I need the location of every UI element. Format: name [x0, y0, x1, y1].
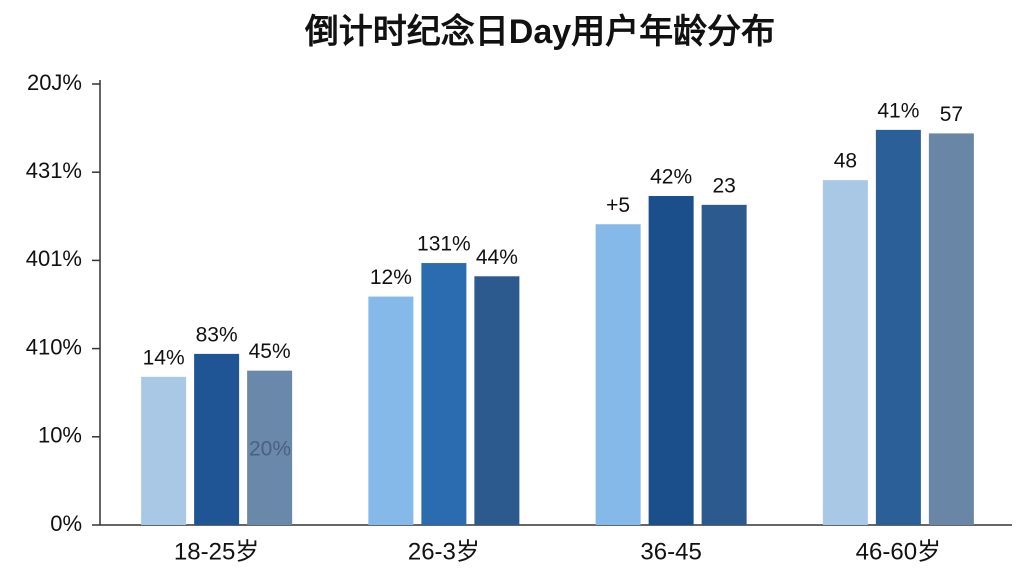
value-label: 48 [834, 150, 857, 173]
value-label: 41% [877, 99, 919, 122]
value-label: 12% [370, 266, 412, 289]
bar [875, 129, 921, 525]
value-label: 131% [417, 233, 471, 256]
bar [421, 263, 467, 525]
y-tick-label: 401% [26, 246, 82, 271]
value-label: 14% [143, 346, 185, 369]
y-tick-label: 20J% [27, 70, 82, 95]
chart-title: 倒计时纪念日Day用户年龄分布 [304, 12, 775, 51]
y-tick-label: 0% [50, 511, 82, 536]
bar [822, 180, 868, 525]
bar [595, 224, 641, 525]
x-tick-label: 18-25岁 [174, 538, 259, 565]
bar [247, 370, 293, 525]
bar [368, 296, 414, 525]
x-tick-label: 26-3岁 [408, 538, 480, 565]
value-label: +5 [606, 194, 630, 217]
y-tick-label: 431% [26, 158, 82, 183]
x-tick-label: 36-45 [640, 538, 701, 565]
bar [648, 196, 694, 525]
value-label: 44% [476, 246, 518, 269]
y-tick-label: 410% [26, 334, 82, 359]
value-label: 45% [249, 340, 291, 363]
x-tick-label: 46-60岁 [856, 538, 941, 565]
y-tick-label: 10% [38, 423, 82, 448]
bar [928, 133, 974, 525]
value-label: 57 [940, 103, 963, 126]
bar [701, 204, 747, 526]
value-label: 83% [196, 323, 238, 346]
value-label: 42% [650, 166, 692, 189]
annotation: 20% [249, 438, 291, 461]
value-label: 23 [712, 174, 735, 197]
bar [474, 276, 520, 525]
bar [194, 353, 240, 525]
bar [141, 376, 187, 525]
